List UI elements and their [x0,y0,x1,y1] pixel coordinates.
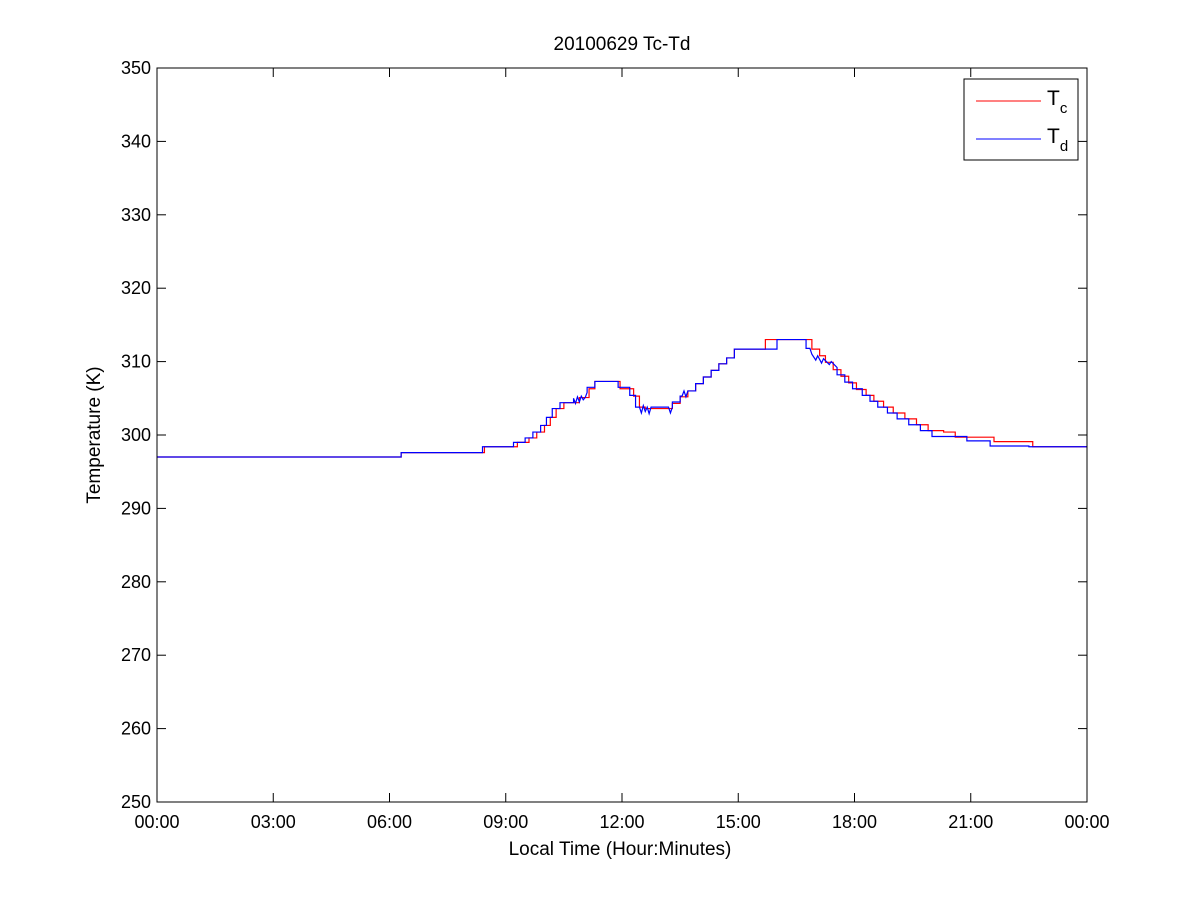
y-tick-label: 280 [121,572,151,592]
y-axis-label: Temperature (K) [84,366,105,503]
x-axis-label: Local Time (Hour:Minutes) [509,839,732,860]
x-tick-label: 18:00 [832,812,877,832]
x-tick-label: 06:00 [367,812,412,832]
y-tick-label: 310 [121,352,151,372]
y-tick-label: 260 [121,719,151,739]
x-tick-label: 00:00 [134,812,179,832]
legend-box [963,78,1079,161]
x-tick-label: 03:00 [251,812,296,832]
legend: Tc Td [963,78,1079,161]
series-layer [157,338,1087,458]
x-tick-label: 09:00 [483,812,528,832]
y-tick-label: 330 [121,205,151,225]
y-tick-label: 320 [121,278,151,298]
y-tick-label: 300 [121,425,151,445]
y-tick-label: 290 [121,498,151,518]
axis-tick-labels: 00:00 03:00 06:00 09:00 12:00 15:00 18:00 21:00… [121,58,1110,832]
x-tick-label: 21:00 [948,812,993,832]
legend-label-td: Td [1047,125,1068,155]
chart-title: 20100629 Tc-Td [554,34,691,55]
series-line-td [157,338,1087,458]
legend-label-tc: Tc [1047,87,1068,117]
y-tick-label: 250 [121,792,151,812]
plot-area-frame [156,67,1088,803]
x-tick-label: 12:00 [599,812,644,832]
y-tick-label: 340 [121,131,151,151]
y-tick-label: 270 [121,645,151,665]
y-tick-label: 350 [121,58,151,78]
x-tick-label: 15:00 [716,812,761,832]
x-tick-label: 00:00 [1064,812,1109,832]
